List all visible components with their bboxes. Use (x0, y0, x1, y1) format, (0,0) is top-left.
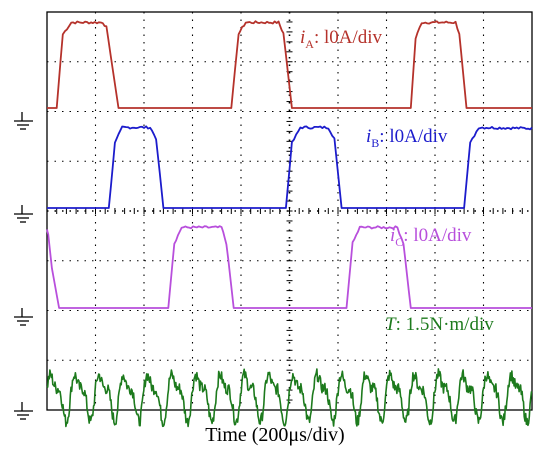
ground-marker (14, 205, 33, 223)
grid (46, 11, 533, 411)
plot-frame (46, 11, 533, 411)
trace-iC (46, 225, 532, 309)
ground-marker (14, 402, 33, 420)
plot-border (46, 11, 533, 411)
label-T-scale: : 1.5N·m/div (396, 314, 495, 335)
label-iB: iB: l0A/div (366, 126, 448, 150)
ground-markers (14, 112, 33, 420)
label-iC-scale: : l0A/div (403, 225, 472, 246)
trace-iB (47, 125, 533, 209)
label-iA-main: i (300, 27, 305, 48)
traces (46, 20, 533, 428)
trace-T (46, 368, 533, 428)
label-iA-sub: A (305, 37, 314, 51)
x-axis-label: Time (200μs/div) (205, 424, 344, 446)
label-T: T: 1.5N·m/div (385, 314, 494, 335)
label-iC-main: i (390, 225, 395, 246)
ground-marker (14, 308, 33, 326)
trace-label-iC: iC: l0A/div (390, 225, 472, 249)
label-iC: iC: l0A/div (390, 225, 472, 249)
trace-label-iA: iA: l0A/div (300, 27, 383, 51)
label-T-main: T (385, 314, 397, 335)
label-iA: iA: l0A/div (300, 27, 383, 51)
trace-iA (47, 20, 532, 109)
label-iA-scale: : l0A/div (314, 27, 383, 48)
label-iB-scale: : l0A/div (379, 126, 448, 147)
label-iB-sub: B (371, 136, 379, 150)
trace-label-iB: iB: l0A/div (366, 126, 448, 150)
label-iB-main: i (366, 126, 371, 147)
ground-marker (14, 112, 33, 130)
trace-label-T: T: 1.5N·m/div (385, 314, 494, 335)
label-iC-sub: C (395, 235, 403, 249)
